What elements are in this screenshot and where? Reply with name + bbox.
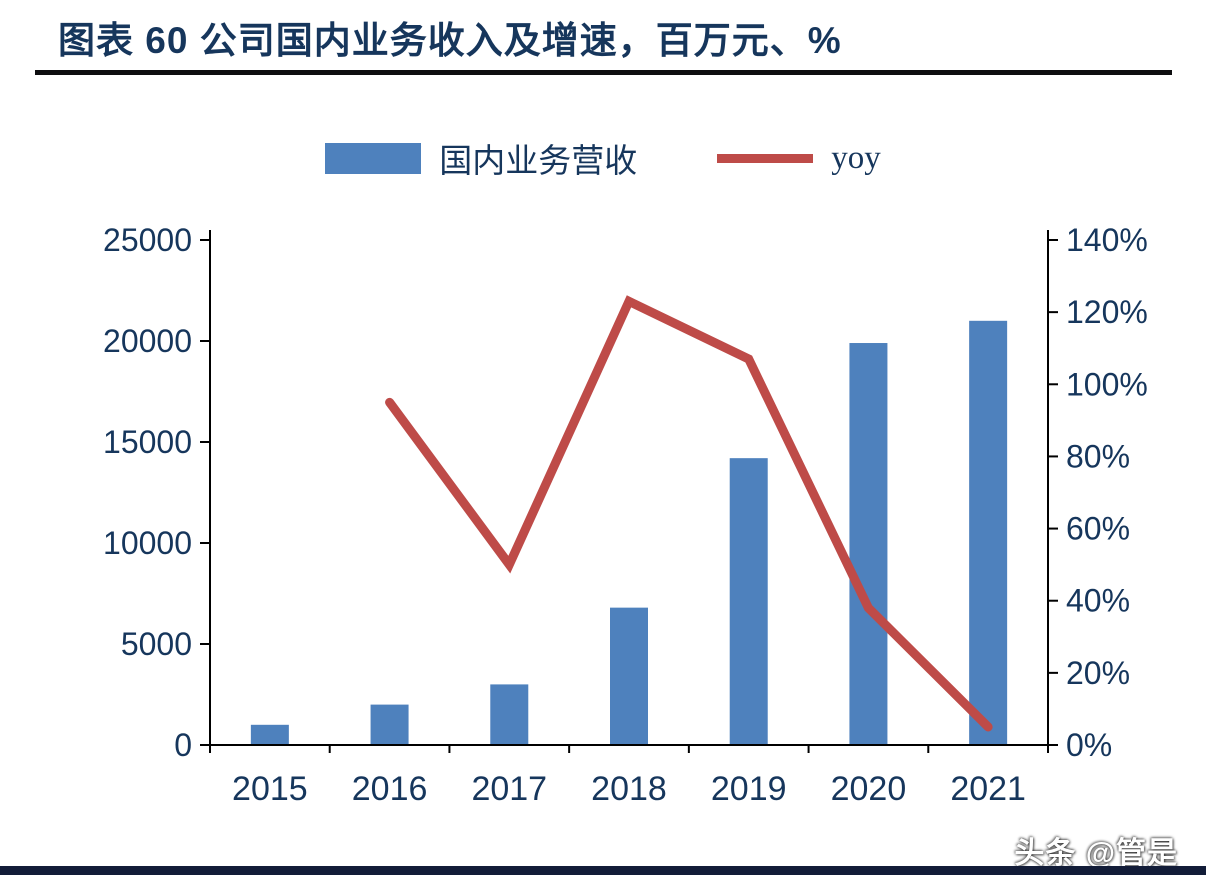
title-divider bbox=[35, 70, 1172, 75]
bar-2021 bbox=[969, 320, 1008, 745]
watermark: 头条 @管是 bbox=[1014, 837, 1178, 870]
bottom-divider bbox=[0, 866, 1206, 875]
x-label-2018: 2018 bbox=[591, 770, 667, 808]
chart-plot-area: 0 5000 10000 15000 20000 25000 0% 20% 40% 60% 80% 1… bbox=[0, 190, 1206, 850]
chart-legend: 国内业务营收 yoy bbox=[0, 133, 1206, 183]
right-tick-label: 80% bbox=[1066, 438, 1130, 474]
bar-2015 bbox=[250, 724, 289, 745]
right-tick-label: 60% bbox=[1066, 511, 1130, 547]
x-label-2021: 2021 bbox=[950, 770, 1026, 808]
x-label-2020: 2020 bbox=[831, 770, 907, 808]
x-label-2016: 2016 bbox=[352, 770, 428, 808]
legend-bar-swatch bbox=[325, 142, 422, 174]
left-tick-label: 20000 bbox=[103, 323, 192, 359]
left-tick-label: 0 bbox=[174, 727, 192, 763]
yoy-line bbox=[385, 295, 993, 732]
right-tick-label: 120% bbox=[1066, 294, 1148, 330]
bar-2020 bbox=[849, 343, 888, 745]
right-tick-label: 20% bbox=[1066, 655, 1130, 691]
combo-chart-svg: 0 5000 10000 15000 20000 25000 0% 20% 40% 60% 80% 1… bbox=[103, 222, 1148, 808]
legend-line-label: yoy bbox=[831, 139, 881, 176]
right-tick-label: 140% bbox=[1066, 222, 1148, 258]
right-tick-label: 40% bbox=[1066, 583, 1130, 619]
bar-2018 bbox=[610, 607, 648, 745]
page-title: 图表 60 公司国内业务收入及增速，百万元、% bbox=[58, 20, 842, 61]
legend-line-swatch bbox=[717, 153, 814, 163]
left-tick-label: 25000 bbox=[103, 222, 192, 258]
bar-2019 bbox=[729, 458, 768, 745]
left-tick-label: 10000 bbox=[103, 525, 192, 561]
right-tick-label: 0% bbox=[1066, 727, 1112, 763]
bar-2017 bbox=[490, 684, 529, 745]
x-label-2015: 2015 bbox=[232, 770, 308, 808]
left-tick-label: 15000 bbox=[103, 424, 192, 460]
x-label-2017: 2017 bbox=[471, 770, 547, 808]
x-label-2019: 2019 bbox=[711, 770, 787, 808]
bar-2016 bbox=[370, 704, 409, 745]
legend-bar-label: 国内业务营收 bbox=[439, 144, 638, 180]
right-tick-label: 100% bbox=[1066, 366, 1148, 402]
left-tick-label: 5000 bbox=[121, 626, 192, 662]
